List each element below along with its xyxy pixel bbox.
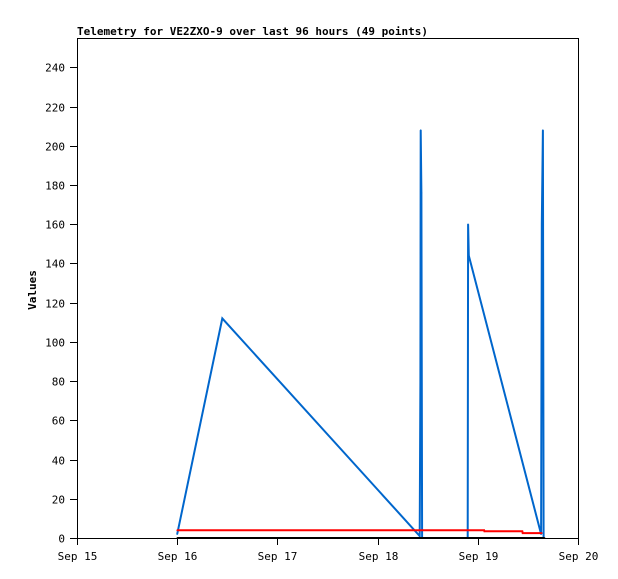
data-point [521, 532, 524, 534]
data-point [541, 532, 543, 534]
y-tick-label: 80 [52, 376, 65, 389]
y-tick-label: 120 [45, 298, 65, 311]
x-tick-label: Sep 15 [58, 550, 98, 563]
data-point [419, 129, 422, 131]
y-tick-label: 180 [45, 180, 65, 193]
data-point [176, 529, 178, 531]
data-point [419, 380, 422, 382]
data-point [542, 129, 544, 131]
x-tick-label: Sep 19 [459, 550, 499, 563]
data-point [176, 533, 178, 535]
y-tick-label: 20 [52, 494, 65, 507]
chart-title: Telemetry for VE2ZXO-9 over last 96 hour… [77, 25, 428, 38]
series-line-0 [176, 130, 545, 539]
plot-frame [77, 38, 579, 539]
x-tick-label: Sep 18 [359, 550, 399, 563]
x-tick-label: Sep 17 [258, 550, 298, 563]
y-tick-label: 0 [58, 533, 65, 546]
data-point [418, 535, 421, 537]
data-point [420, 192, 423, 194]
y-tick-label: 240 [45, 62, 65, 75]
x-tick-label: Sep 20 [559, 550, 599, 563]
y-tick-label: 220 [45, 102, 65, 115]
x-tick-label: Sep 16 [158, 550, 198, 563]
y-tick-label: 40 [52, 455, 65, 468]
data-point [483, 530, 486, 533]
y-tick-label: 200 [45, 141, 65, 154]
data-point [521, 530, 524, 533]
data-point [221, 317, 224, 320]
y-tick-label: 60 [52, 415, 65, 428]
series-line-1 [177, 529, 542, 535]
y-tick-label: 100 [45, 337, 65, 350]
data-point [467, 254, 470, 257]
y-tick-label: 160 [45, 219, 65, 232]
data-point [467, 223, 469, 226]
y-axis-label: Values [26, 270, 39, 310]
y-tick-label: 140 [45, 258, 65, 271]
data-point [541, 223, 543, 226]
